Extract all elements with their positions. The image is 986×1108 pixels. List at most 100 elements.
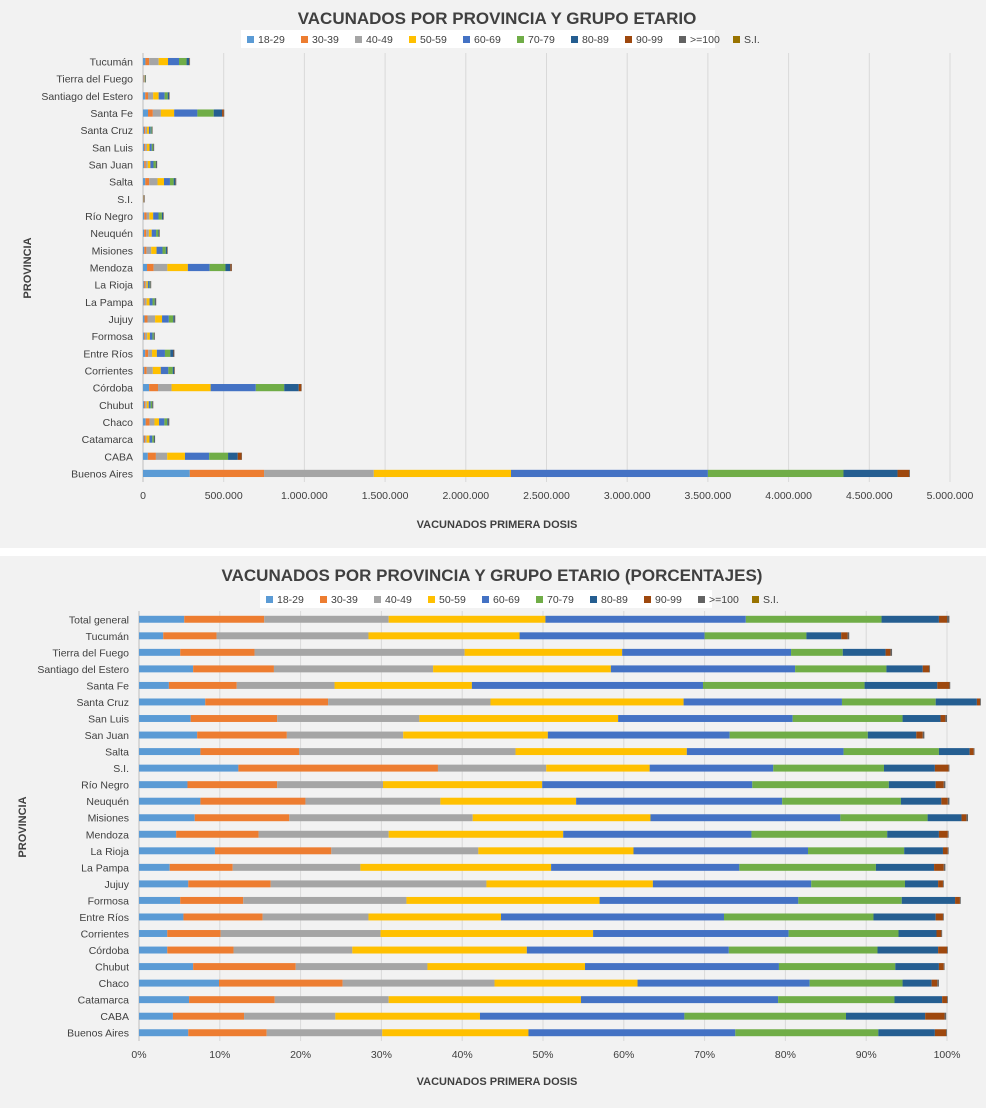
bar-segment — [213, 109, 223, 117]
chart-panel-absolute: VACUNADOS POR PROVINCIA Y GRUPO ETARIO 1… — [0, 0, 986, 548]
legend-swatch — [679, 36, 686, 43]
bar-segment — [162, 315, 169, 323]
bar-segment — [144, 75, 146, 83]
bar-segment — [149, 57, 159, 66]
bar-segment — [486, 880, 653, 888]
bar-segment — [143, 229, 145, 237]
bar-segment — [143, 92, 146, 100]
bar-segment — [146, 401, 149, 409]
bar-segment — [149, 332, 153, 340]
bar-segment — [702, 681, 865, 689]
category-label: Santa Fe — [86, 680, 129, 692]
x-tick-labels: 0% 10% 20% 30% 40% 50% 60% 70% 80% 90% 100% — [131, 1049, 960, 1061]
category-label: Tucumán — [90, 57, 134, 69]
bar-segment — [143, 109, 149, 117]
bar-segment — [335, 1012, 480, 1020]
category-label: Santa Cruz — [76, 697, 129, 709]
bar-segment — [180, 648, 255, 656]
bar-segment — [194, 814, 290, 822]
category-label: Entre Ríos — [83, 348, 133, 360]
bar-segment — [942, 847, 948, 855]
category-label: Misiones — [92, 245, 133, 257]
bar-segment — [563, 830, 752, 838]
bar-segment — [167, 946, 234, 954]
bar-segment — [593, 930, 789, 937]
x-tick-label: 2.000.000 — [442, 490, 489, 502]
bar-segment — [683, 698, 842, 706]
x-tick-label: 3.500.000 — [685, 490, 732, 502]
bar-segment — [186, 57, 190, 66]
bar-segment — [258, 830, 389, 838]
bar-segment — [649, 764, 774, 772]
bar-segment — [472, 814, 651, 822]
bar-segment — [955, 896, 960, 904]
bar-segment — [143, 126, 146, 134]
bar-segment — [782, 797, 901, 805]
bar-segment — [334, 681, 472, 689]
bar-segment — [146, 212, 150, 220]
bar-segment — [145, 126, 148, 134]
bar-segment — [877, 946, 939, 954]
bar-segment — [139, 913, 184, 921]
bar-segment — [152, 349, 157, 357]
x-tick-label: 10% — [209, 1049, 230, 1061]
bar-segment — [542, 781, 753, 789]
bar-segment — [172, 366, 175, 375]
bar-segment — [873, 913, 936, 921]
bar-segment — [144, 281, 147, 289]
category-label: Córdoba — [93, 383, 133, 395]
bar-segment — [148, 349, 153, 357]
category-label: Santiago del Estero — [41, 91, 133, 103]
bar-segment — [585, 963, 779, 971]
bar-segment — [167, 452, 185, 460]
bar-segment — [515, 748, 687, 756]
bar-segment — [152, 332, 154, 340]
legend-box — [241, 30, 715, 48]
bar-segment — [143, 246, 145, 254]
bar-segment — [147, 452, 156, 460]
category-label: Corrientes — [81, 929, 129, 941]
legend-swatch — [266, 596, 273, 603]
bar-segment — [904, 880, 939, 888]
bar-segment — [277, 781, 384, 789]
legend-swatch — [517, 36, 524, 43]
bar-segment — [143, 315, 145, 323]
bar-segment — [637, 979, 810, 987]
bar-segment — [936, 930, 942, 937]
bar-segment — [922, 665, 930, 673]
bar-segment — [139, 748, 201, 756]
category-label: CABA — [104, 451, 133, 463]
bar-segment — [149, 435, 153, 443]
bar-segment — [904, 847, 943, 855]
legend-entry: 50-59 — [420, 34, 447, 46]
bar-segment — [139, 764, 239, 772]
bar-segment — [180, 896, 244, 904]
bar-segment — [149, 178, 158, 186]
bar-segment — [145, 418, 150, 426]
bar-segment — [155, 452, 168, 460]
bar-segment — [949, 681, 951, 689]
y-axis-title: PROVINCIA — [17, 796, 29, 857]
bar-segment — [707, 469, 844, 478]
bar-segment — [146, 435, 150, 443]
bar-segment — [168, 366, 173, 375]
bar-segment — [139, 946, 168, 954]
bar-segment — [895, 963, 939, 971]
legend-swatch — [428, 596, 435, 603]
category-label: San Luis — [88, 714, 129, 726]
bar-segment — [149, 281, 151, 289]
category-label: Santa Fe — [90, 108, 133, 120]
bar-segment — [380, 930, 594, 937]
x-tick-label: 40% — [452, 1049, 473, 1061]
bar-segment — [139, 681, 169, 689]
bar-segment — [900, 797, 942, 805]
bar-segment — [146, 366, 153, 375]
bar-segment — [160, 366, 169, 375]
bar-segment — [143, 75, 145, 83]
bar-segment — [153, 332, 155, 340]
legend-entry: 80-89 — [601, 594, 628, 606]
bar-segment — [902, 979, 932, 987]
bar-segment — [184, 615, 265, 623]
bar-segment — [909, 469, 910, 478]
category-label: Córdoba — [89, 945, 129, 957]
